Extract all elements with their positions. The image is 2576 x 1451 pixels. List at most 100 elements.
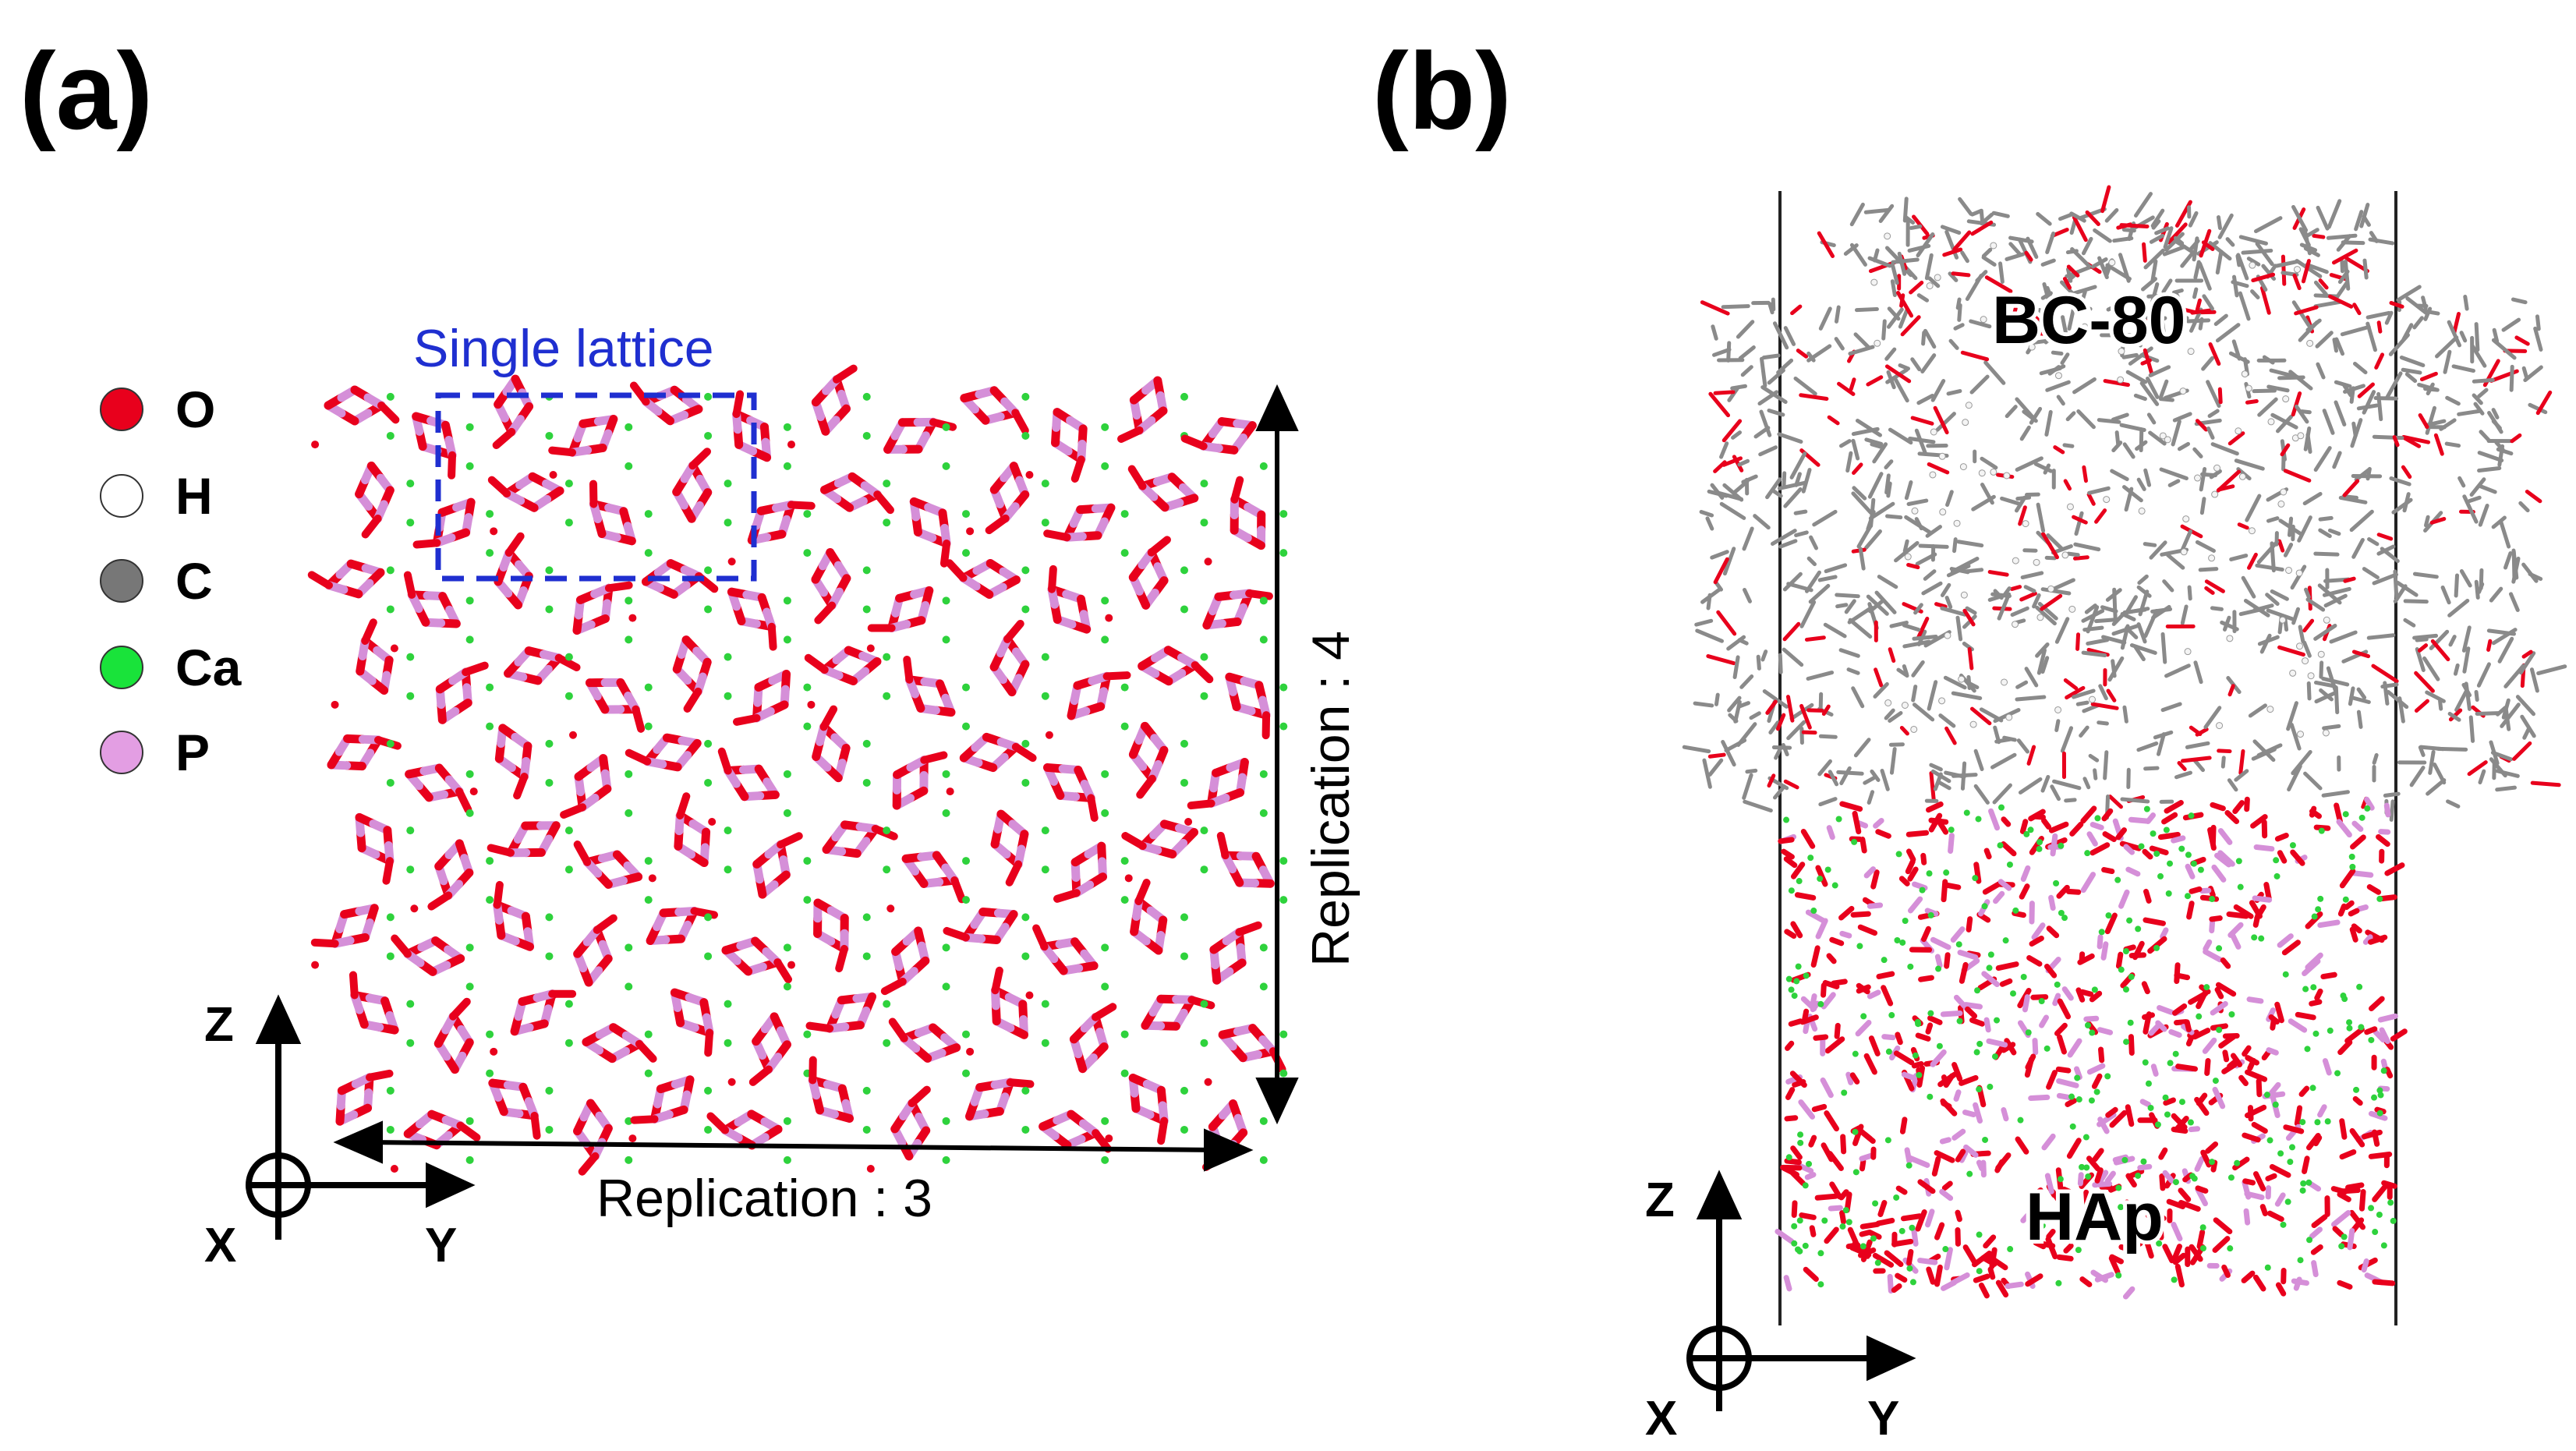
phosphate-unit	[646, 906, 718, 961]
phosphate-unit	[706, 1109, 791, 1164]
phosphate-unit	[504, 646, 581, 700]
phosphate-unit	[733, 670, 812, 731]
phosphate-unit	[355, 462, 415, 539]
phosphate-unit	[488, 1078, 554, 1140]
panel-b: (b) BC-80 HAp Z Y X	[1372, 30, 2567, 1446]
phosphate-unit	[1138, 646, 1214, 700]
phosphate-unit	[966, 966, 1049, 1056]
panel-a: (a) O H C Ca P	[19, 30, 1361, 1272]
phosphate-unit	[487, 821, 573, 874]
phosphate-unit	[1216, 831, 1288, 904]
hydrogen-swatch-icon	[100, 474, 143, 518]
phosphate-unit	[412, 497, 494, 557]
phosphate-unit	[1204, 1024, 1288, 1086]
phosphate-unit	[1045, 671, 1131, 739]
phosphate-unit	[560, 754, 633, 819]
carbon-swatch-icon	[100, 559, 143, 603]
phosphate-unit	[1184, 758, 1268, 826]
phosphate-unit	[1128, 721, 1188, 799]
phosphate-unit	[412, 412, 474, 480]
phosphate-unit	[549, 914, 633, 1000]
calcium-swatch-icon	[100, 646, 143, 689]
phosphate-unit	[1053, 841, 1129, 904]
phosphate-unit	[1105, 536, 1188, 622]
legend-label-calcium: Ca	[175, 639, 242, 696]
phosphate-unit	[310, 904, 395, 969]
replication-z-arrow	[1255, 384, 1299, 1125]
phosphate-unit	[812, 705, 871, 787]
phosphate-unit	[311, 385, 400, 449]
axes-b: Z Y X	[1645, 1170, 1916, 1446]
phosphate-unit	[405, 763, 474, 817]
legend-label-hydrogen: H	[175, 467, 213, 525]
axis-z-label: Z	[204, 998, 234, 1052]
phosphate-unit	[569, 678, 653, 739]
replication-y-label: Replication : 3	[596, 1169, 932, 1228]
phosphate-unit	[1043, 503, 1129, 557]
phosphate-unit	[822, 820, 898, 874]
phosphate-unit	[989, 619, 1049, 700]
bc80-polymer-layer	[1682, 185, 2567, 822]
phosphate-unit	[355, 812, 415, 885]
phosphate-unit	[721, 936, 792, 991]
phosphate-unit	[1025, 408, 1109, 483]
legend-label-phosphorus: P	[175, 724, 210, 781]
single-lattice-label: Single lattice	[413, 319, 714, 378]
axis-z-label: Z	[1645, 1173, 1675, 1227]
phosphate-unit	[1204, 476, 1288, 566]
phosphate-unit	[752, 832, 812, 904]
replication-z-label: Replication : 4	[1301, 631, 1361, 967]
phosphate-unit	[487, 472, 573, 536]
legend-item-oxygen: O	[100, 380, 215, 438]
phosphate-unit	[1202, 589, 1273, 644]
axes-a: Z Y X	[204, 994, 476, 1272]
phosphate-unit	[589, 480, 653, 557]
phosphate-unit	[727, 500, 816, 566]
phosphate-unit	[572, 581, 633, 644]
x-axis-out-of-plane-icon	[246, 1152, 311, 1218]
axis-x-label: X	[204, 1219, 236, 1272]
atom-legend: O H C Ca P	[100, 380, 242, 781]
hap-lattice-replicated	[307, 364, 1288, 1176]
phosphate-unit	[883, 417, 957, 470]
phosphate-unit	[494, 532, 554, 614]
legend-item-calcium: Ca	[100, 639, 242, 696]
phosphate-unit	[888, 1017, 970, 1078]
replication-y-arrow	[333, 1120, 1254, 1172]
legend-label-carbon: C	[175, 552, 213, 610]
phosphate-unit	[493, 880, 554, 961]
legend-label-oxygen: O	[175, 380, 215, 438]
phosphate-unit	[1105, 1073, 1188, 1145]
axis-y-label: Y	[425, 1219, 457, 1272]
phosphate-unit	[727, 1012, 812, 1086]
phosphate-unit	[966, 462, 1049, 536]
phosphate-unit	[391, 934, 474, 991]
phosphate-unit	[410, 839, 494, 913]
phosphate-unit	[990, 809, 1049, 887]
phosphate-unit	[903, 655, 970, 731]
phosphate-unit	[648, 792, 732, 883]
phosphate-unit	[727, 587, 791, 651]
phosphate-unit	[804, 646, 891, 709]
phosphate-unit	[892, 751, 950, 817]
x-axis-out-of-plane-icon	[1686, 1325, 1752, 1391]
phosphate-unit	[628, 1075, 713, 1143]
phosphate-unit	[805, 992, 891, 1047]
phosphate-unit	[548, 415, 633, 479]
phosphorus-swatch-icon	[100, 731, 143, 774]
phosphate-unit	[1209, 921, 1268, 991]
phosphate-unit	[331, 618, 415, 709]
single-lattice-box	[435, 392, 757, 582]
phosphate-unit	[866, 1085, 950, 1173]
phosphate-unit	[1121, 819, 1208, 883]
legend-item-hydrogen: H	[100, 467, 213, 525]
phosphate-unit	[435, 661, 494, 731]
phosphate-unit	[670, 988, 732, 1057]
phosphate-unit	[490, 989, 577, 1056]
phosphate-unit	[880, 926, 950, 996]
phosphate-unit	[327, 734, 402, 787]
phosphate-unit	[808, 1056, 871, 1134]
phosphate-unit	[1047, 564, 1109, 644]
phosphate-unit	[708, 747, 791, 826]
phosphate-unit	[1116, 376, 1188, 443]
